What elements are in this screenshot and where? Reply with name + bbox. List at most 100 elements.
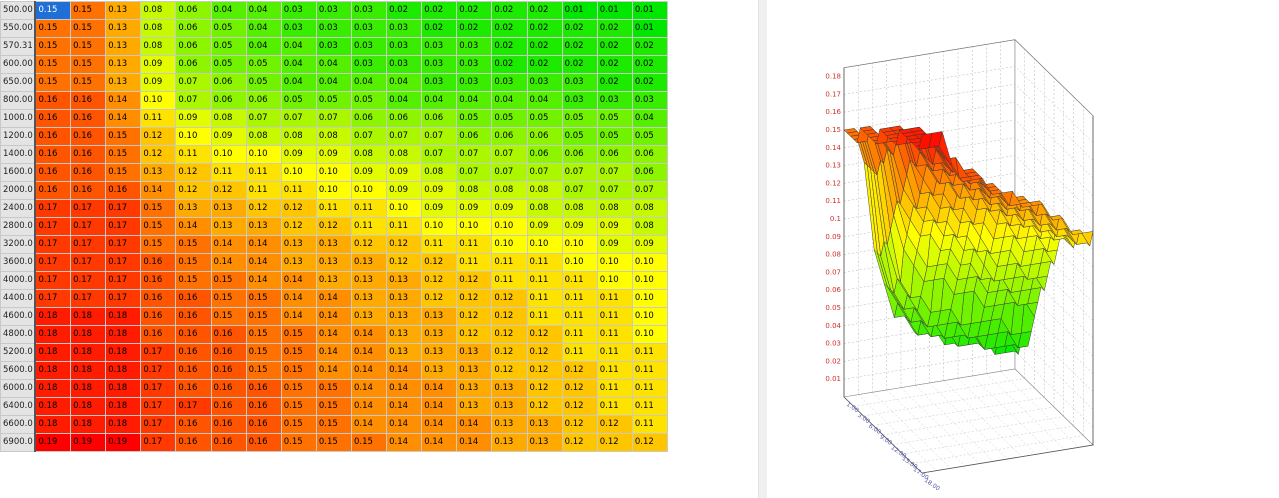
table-cell[interactable]: 0.12	[175, 181, 212, 200]
table-cell[interactable]: 0.15	[105, 127, 142, 146]
table-cell[interactable]: 0.06	[175, 37, 212, 56]
table-cell[interactable]: 0.06	[491, 127, 528, 146]
table-cell[interactable]: 0.17	[140, 343, 177, 362]
table-cell[interactable]: 0.13	[421, 343, 458, 362]
table-cell[interactable]: 0.10	[210, 145, 247, 164]
table-cell[interactable]: 0.09	[561, 217, 598, 236]
row-header[interactable]: 3200.0	[0, 235, 37, 254]
table-cell[interactable]: 0.15	[280, 433, 317, 452]
table-cell[interactable]: 0.04	[386, 73, 423, 92]
table-cell[interactable]: 0.07	[350, 127, 388, 146]
table-cell[interactable]: 0.12	[280, 199, 317, 218]
table-cell[interactable]: 0.02	[386, 1, 423, 20]
table-cell[interactable]: 0.16	[175, 307, 212, 326]
table-cell[interactable]: 0.06	[526, 145, 563, 164]
table-cell[interactable]: 0.08	[315, 127, 352, 146]
table-cell[interactable]: 0.04	[526, 91, 563, 110]
table-cell[interactable]: 0.04	[631, 109, 669, 128]
table-cell[interactable]: 0.15	[210, 271, 247, 290]
table-cell[interactable]: 0.10	[596, 253, 633, 272]
table-cell[interactable]: 0.08	[491, 181, 528, 200]
table-cell[interactable]: 0.18	[34, 397, 72, 416]
table-cell[interactable]: 0.16	[34, 109, 72, 128]
table-cell[interactable]: 0.13	[491, 415, 528, 434]
table-cell[interactable]: 0.17	[105, 271, 142, 290]
table-cell[interactable]: 0.05	[631, 127, 669, 146]
table-cell[interactable]: 0.15	[245, 289, 282, 308]
table-cell[interactable]: 0.12	[140, 145, 177, 164]
table-cell[interactable]: 0.05	[210, 55, 247, 74]
table-cell[interactable]: 0.01	[631, 1, 669, 20]
table-cell[interactable]: 0.08	[386, 145, 423, 164]
table-cell[interactable]: 0.07	[561, 181, 598, 200]
table-cell[interactable]: 0.04	[315, 73, 352, 92]
table-cell[interactable]: 0.12	[491, 307, 528, 326]
table-cell[interactable]: 0.16	[70, 109, 107, 128]
table-cell[interactable]: 0.10	[526, 235, 563, 254]
table-cell[interactable]: 0.10	[421, 217, 458, 236]
table-cell[interactable]: 0.11	[596, 397, 633, 416]
table-cell[interactable]: 0.15	[210, 289, 247, 308]
table-cell[interactable]: 0.04	[245, 19, 282, 38]
row-header[interactable]: 5200.0	[0, 343, 37, 362]
row-header[interactable]: 650.00	[0, 73, 37, 92]
row-header[interactable]: 6400.0	[0, 397, 37, 416]
table-cell[interactable]: 0.11	[526, 289, 563, 308]
table-cell[interactable]: 0.14	[280, 271, 317, 290]
table-cell[interactable]: 0.13	[105, 19, 142, 38]
table-cell[interactable]: 0.13	[421, 307, 458, 326]
table-cell[interactable]: 0.16	[34, 91, 72, 110]
table-cell[interactable]: 0.08	[350, 145, 388, 164]
table-cell[interactable]: 0.15	[34, 37, 72, 56]
table-cell[interactable]: 0.04	[280, 55, 317, 74]
table-cell[interactable]: 0.06	[596, 145, 633, 164]
table-cell[interactable]: 0.03	[561, 73, 598, 92]
table-cell[interactable]: 0.04	[210, 1, 247, 20]
table-cell[interactable]: 0.17	[70, 289, 107, 308]
table-cell[interactable]: 0.14	[210, 235, 247, 254]
table-cell[interactable]: 0.18	[34, 379, 72, 398]
table-cell[interactable]: 0.03	[280, 19, 317, 38]
table-cell[interactable]: 0.15	[245, 307, 282, 326]
table-cell[interactable]: 0.10	[491, 235, 528, 254]
table-cell[interactable]: 0.14	[350, 325, 388, 344]
table-cell[interactable]: 0.16	[175, 289, 212, 308]
table-cell[interactable]: 0.11	[596, 361, 633, 380]
table-cell[interactable]: 0.13	[210, 199, 247, 218]
table-cell[interactable]: 0.17	[140, 397, 177, 416]
table-cell[interactable]: 0.17	[105, 217, 142, 236]
table-cell[interactable]: 0.02	[596, 55, 633, 74]
table-cell[interactable]: 0.09	[526, 217, 563, 236]
table-cell[interactable]: 0.08	[631, 217, 669, 236]
row-header[interactable]: 4400.0	[0, 289, 37, 308]
table-cell[interactable]: 0.08	[210, 109, 247, 128]
table-cell[interactable]: 0.11	[350, 217, 388, 236]
table-cell[interactable]: 0.18	[34, 325, 72, 344]
table-cell[interactable]: 0.11	[210, 163, 247, 182]
table-cell[interactable]: 0.09	[386, 163, 423, 182]
table-cell[interactable]: 0.05	[561, 109, 598, 128]
table-cell[interactable]: 0.17	[34, 289, 72, 308]
table-cell[interactable]: 0.13	[526, 433, 563, 452]
table-cell[interactable]: 0.13	[386, 289, 423, 308]
table-cell[interactable]: 0.18	[34, 343, 72, 362]
table-cell[interactable]: 0.11	[631, 343, 669, 362]
table-cell[interactable]: 0.15	[280, 415, 317, 434]
row-header[interactable]: 4600.0	[0, 307, 37, 326]
table-cell[interactable]: 0.03	[350, 19, 388, 38]
table-cell[interactable]: 0.17	[70, 235, 107, 254]
table-cell[interactable]: 0.18	[70, 325, 107, 344]
table-cell[interactable]: 0.15	[105, 163, 142, 182]
table-cell[interactable]: 0.04	[280, 73, 317, 92]
table-cell[interactable]: 0.10	[631, 325, 669, 344]
table-cell[interactable]: 0.06	[561, 145, 598, 164]
table-cell[interactable]: 0.09	[315, 145, 352, 164]
table-cell[interactable]: 0.07	[421, 127, 458, 146]
table-cell[interactable]: 0.02	[421, 19, 458, 38]
table-cell[interactable]: 0.04	[456, 91, 493, 110]
table-cell[interactable]: 0.14	[105, 91, 142, 110]
row-header[interactable]: 1200.0	[0, 127, 37, 146]
table-cell[interactable]: 0.02	[456, 1, 493, 20]
table-cell[interactable]: 0.12	[456, 325, 493, 344]
table-cell[interactable]: 0.13	[315, 235, 352, 254]
